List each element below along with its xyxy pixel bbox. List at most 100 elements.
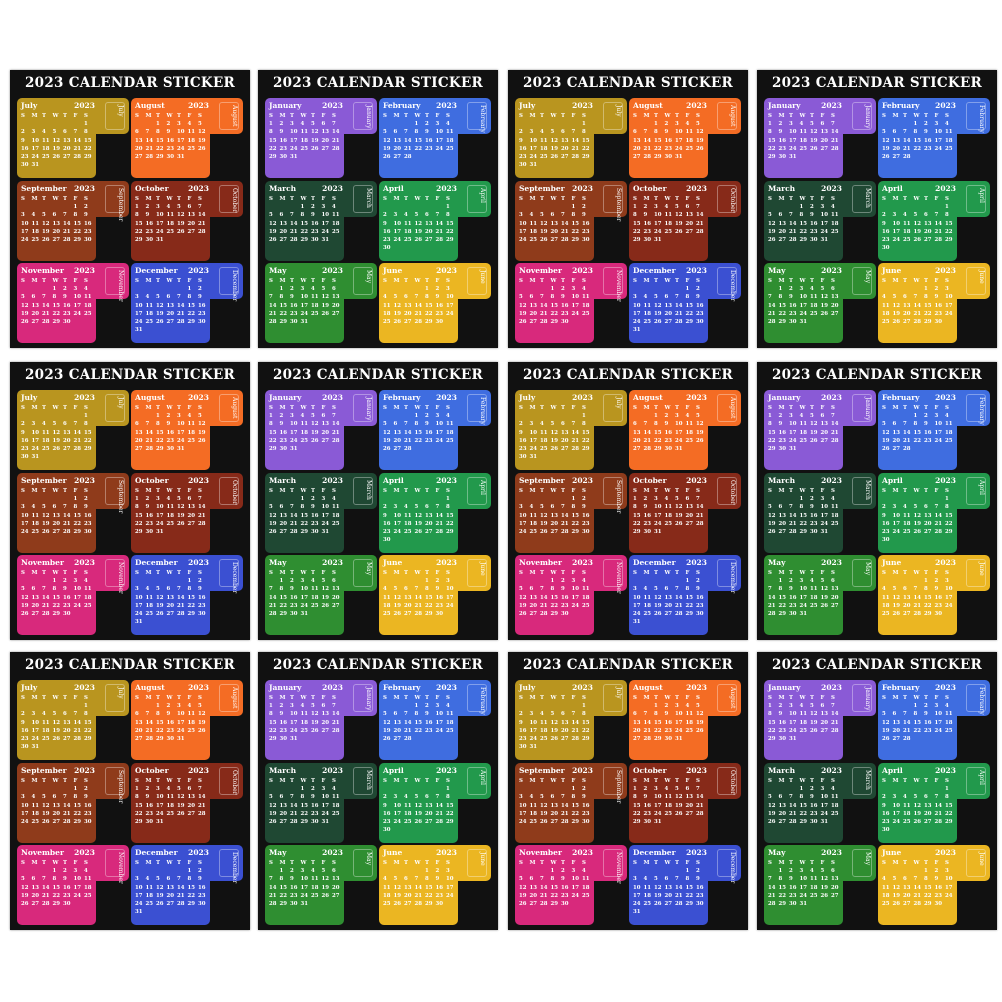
- empty-cell: [519, 496, 530, 502]
- sticker-body-area: [265, 585, 344, 635]
- day-number: 3: [21, 794, 25, 801]
- day-number: 17: [135, 892, 143, 899]
- weekday-label: T: [156, 405, 161, 411]
- empty-cell: [74, 413, 85, 419]
- empty-cell: [280, 204, 291, 210]
- weekday-label: F: [73, 196, 78, 202]
- day-number: 14: [789, 512, 797, 519]
- weekday-label: S: [383, 695, 387, 701]
- empty-cell: [42, 286, 53, 292]
- day-grid: S M T W T F S 1 2 3 4 5 6 7 8 9 10 11 12 13 14 15 16 17 18 19 20 21…: [882, 196, 956, 251]
- day-number: 14: [42, 302, 50, 309]
- day-number: 15: [73, 512, 82, 519]
- day-number: 24: [393, 236, 402, 243]
- day-number: 7: [903, 711, 907, 718]
- day-number: 9: [166, 711, 171, 718]
- day-number: 12: [550, 137, 559, 144]
- day-number: 27: [332, 602, 340, 609]
- sticker-body-area: [131, 128, 210, 178]
- day-number: 17: [393, 228, 402, 235]
- weekday-label: F: [187, 196, 192, 202]
- day-number: 23: [810, 520, 818, 527]
- year-label: 2023: [935, 683, 956, 692]
- day-number: 22: [799, 810, 808, 817]
- day-number: 25: [945, 437, 953, 444]
- day-number: 21: [42, 310, 50, 317]
- weekday-label: W: [414, 405, 421, 411]
- day-number: 25: [685, 437, 694, 444]
- weekday-label: T: [425, 488, 430, 494]
- weekday-label: T: [311, 405, 316, 411]
- day-number: 2: [643, 496, 648, 503]
- day-number: 12: [820, 586, 829, 593]
- day-number: 30: [290, 610, 298, 617]
- day-number: 8: [685, 586, 690, 593]
- day-number: 6: [529, 294, 534, 301]
- month-tab-label: August: [717, 394, 737, 422]
- month-sticker-march: March 2023 S M T W T F S 1 2 3 4 5 6 7 8 9 10 11 12 13 14 15 16 1…: [265, 181, 377, 261]
- day-number: 16: [882, 228, 890, 235]
- month-sticker-february: February 2023 S M T W T F S 1 2 3 4 5 6 7 8 9 10 11 12 13 14 15…: [878, 680, 990, 760]
- day-number: 2: [145, 496, 150, 503]
- month-header: March 2023: [768, 184, 842, 193]
- day-number: 23: [778, 145, 787, 152]
- day-number: 2: [198, 286, 202, 293]
- day-number: 14: [696, 504, 704, 511]
- weekday-label: T: [789, 695, 794, 701]
- month-tab-label: January: [852, 684, 872, 712]
- month-name: March: [269, 184, 297, 193]
- day-number: 1: [768, 121, 772, 128]
- day-number: 29: [633, 236, 641, 243]
- day-number: 11: [383, 302, 391, 309]
- day-number: 18: [799, 719, 808, 726]
- day-number: 6: [778, 794, 783, 801]
- month-calendar: November 2023 S M T W T F S 1 2 3 4 5 6 7 8 9 10 11 12 13 14 15…: [21, 266, 95, 325]
- month-tab-label: September: [105, 185, 125, 221]
- day-number: 21: [540, 310, 548, 317]
- weekday-label: S: [582, 778, 586, 784]
- day-number: 15: [73, 220, 82, 227]
- day-number: 30: [934, 900, 943, 907]
- day-number: 24: [789, 727, 797, 734]
- day-number: 3: [31, 421, 36, 428]
- weekday-label: T: [311, 860, 316, 866]
- month-sticker-december: December 2023 S M T W T F S 1 2 3 4 5 6 7 8 9 10 11 12 13 14 15…: [131, 845, 243, 925]
- month-name: May: [269, 266, 287, 275]
- month-tab-label: April: [467, 185, 487, 213]
- month-header: October 2023: [135, 184, 209, 193]
- day-number: 6: [778, 212, 783, 219]
- weekday-label: S: [332, 570, 336, 576]
- day-number: 26: [177, 228, 185, 235]
- month-calendar: August 2023 S M T W T F S 1 2 3 4 5 6 7 8 9 10 11 12 13 14 15 16…: [633, 683, 707, 742]
- day-number: 21: [696, 512, 704, 519]
- day-number: 27: [135, 735, 143, 742]
- empty-cell: [32, 578, 43, 584]
- day-number: 16: [561, 302, 569, 309]
- sticker-body-area: [131, 875, 210, 925]
- empty-cell: [768, 578, 779, 584]
- weekday-label: T: [540, 113, 545, 119]
- day-number: 21: [675, 892, 683, 899]
- day-number: 5: [198, 703, 202, 710]
- month-name: October: [135, 476, 169, 485]
- month-header: September 2023: [519, 766, 593, 775]
- weekday-label: T: [42, 488, 47, 494]
- sticker-body-area: [265, 503, 344, 553]
- day-number: 10: [892, 802, 901, 809]
- weekday-label: T: [903, 860, 908, 866]
- day-number: 22: [685, 310, 694, 317]
- day-number: 8: [425, 586, 429, 593]
- sticker-body-area: [764, 793, 843, 843]
- day-number: 14: [561, 802, 569, 809]
- day-number: 20: [633, 437, 641, 444]
- day-number: 1: [300, 496, 305, 503]
- month-calendar: May 2023 S M T W T F S 1 2 3 4 5 6 7 8 9 10 11 12 13 14 15 16 17 1…: [269, 558, 343, 617]
- empty-cell: [644, 286, 655, 292]
- calendar-sticker-sheet: 2023 CALENDAR STICKER January 2023 S M T W T F S 1…: [757, 362, 997, 640]
- weekday-label: M: [279, 778, 286, 784]
- month-tab-label: March: [353, 477, 373, 505]
- day-number: 12: [768, 802, 776, 809]
- day-number: 21: [198, 802, 206, 809]
- sticker-body-area: [878, 293, 957, 343]
- month-name: June: [882, 558, 902, 567]
